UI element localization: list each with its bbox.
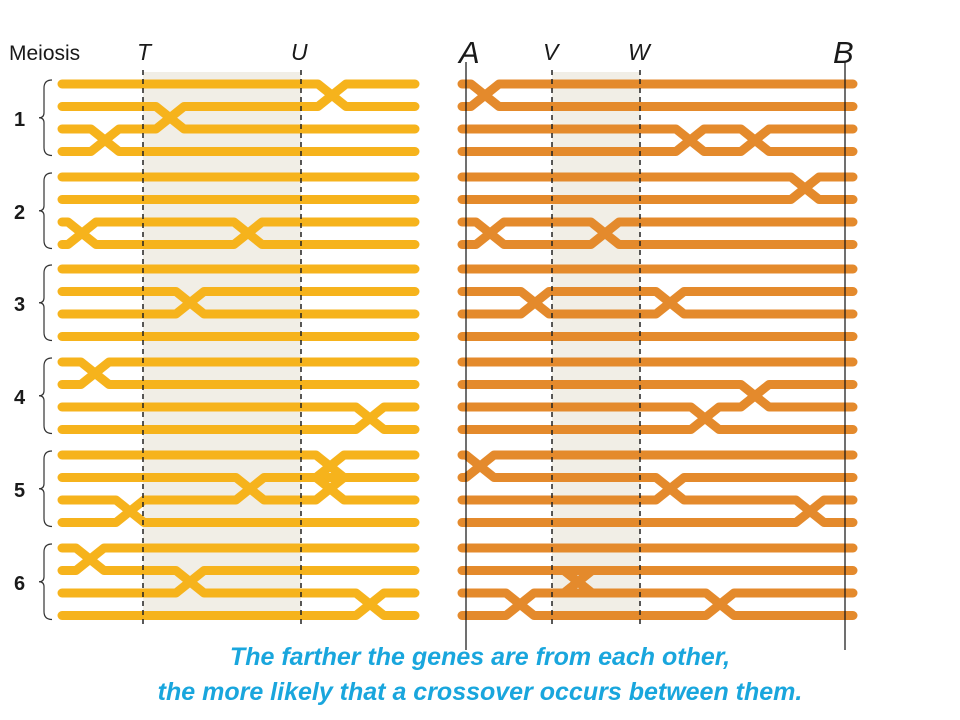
left-chromatid-panel xyxy=(57,79,420,620)
meiosis-row-label: 2 xyxy=(14,202,25,224)
gene-label-v: V xyxy=(543,39,561,65)
chromatid-strand xyxy=(457,588,858,620)
chromatid-strand xyxy=(57,402,420,434)
chromatid-strand xyxy=(457,172,858,204)
marker-label-a: A xyxy=(457,35,480,70)
chromatid-strand xyxy=(57,217,420,249)
chromatid-strand xyxy=(457,380,858,434)
meiosis-row-brace xyxy=(38,357,53,435)
meiosis-row-label: 5 xyxy=(14,480,25,502)
caption-line-1: The farther the genes are from each othe… xyxy=(229,643,731,671)
chromatid-strand xyxy=(57,588,420,620)
gene-label-w: W xyxy=(628,39,652,65)
chromatid-strand xyxy=(457,566,858,620)
meiosis-row-label: 1 xyxy=(14,109,25,131)
meiosis-row-brace xyxy=(38,172,53,250)
chromatid-strand xyxy=(457,287,858,319)
meiosis-row-brace xyxy=(38,79,53,157)
chromatid-strand xyxy=(457,217,858,249)
meiosis-row-brace xyxy=(38,264,53,342)
chromatid-strand xyxy=(57,79,420,156)
chromatid-strand xyxy=(457,495,858,527)
meiosis-row-label: 6 xyxy=(14,573,25,595)
gene-label-t: T xyxy=(137,39,153,65)
meiosis-row-brace xyxy=(38,543,53,621)
meiosis-row-label: 3 xyxy=(14,294,25,316)
right-chromatid-panel xyxy=(457,79,858,620)
chromatid-strand xyxy=(57,217,420,249)
chromatid-strand xyxy=(57,287,420,319)
chromatid-strand xyxy=(57,357,420,389)
interval-shade-v-w xyxy=(552,72,640,620)
chromatid-strand xyxy=(57,543,420,575)
caption-line-2: the more likely that a crossover occurs … xyxy=(157,678,803,706)
chromatid-strand xyxy=(457,217,858,249)
meiosis-row-label: 4 xyxy=(14,387,26,409)
gene-label-u: U xyxy=(291,39,308,65)
meiosis-heading: Meiosis xyxy=(9,42,80,65)
chromatid-strand xyxy=(457,450,858,482)
chromatid-strand xyxy=(457,450,858,527)
meiosis-row-brace xyxy=(38,450,53,528)
chromatid-strand xyxy=(457,473,858,505)
marker-label-b: B xyxy=(833,35,854,70)
interval-shade-t-u xyxy=(143,72,301,620)
meiosis-row-labels: 1 2 3 4 5 6 xyxy=(14,79,53,621)
chromatid-strand xyxy=(57,473,420,527)
chromatid-strand xyxy=(457,287,858,319)
chromatid-strand xyxy=(57,566,420,598)
chromatid-strand xyxy=(457,566,858,598)
